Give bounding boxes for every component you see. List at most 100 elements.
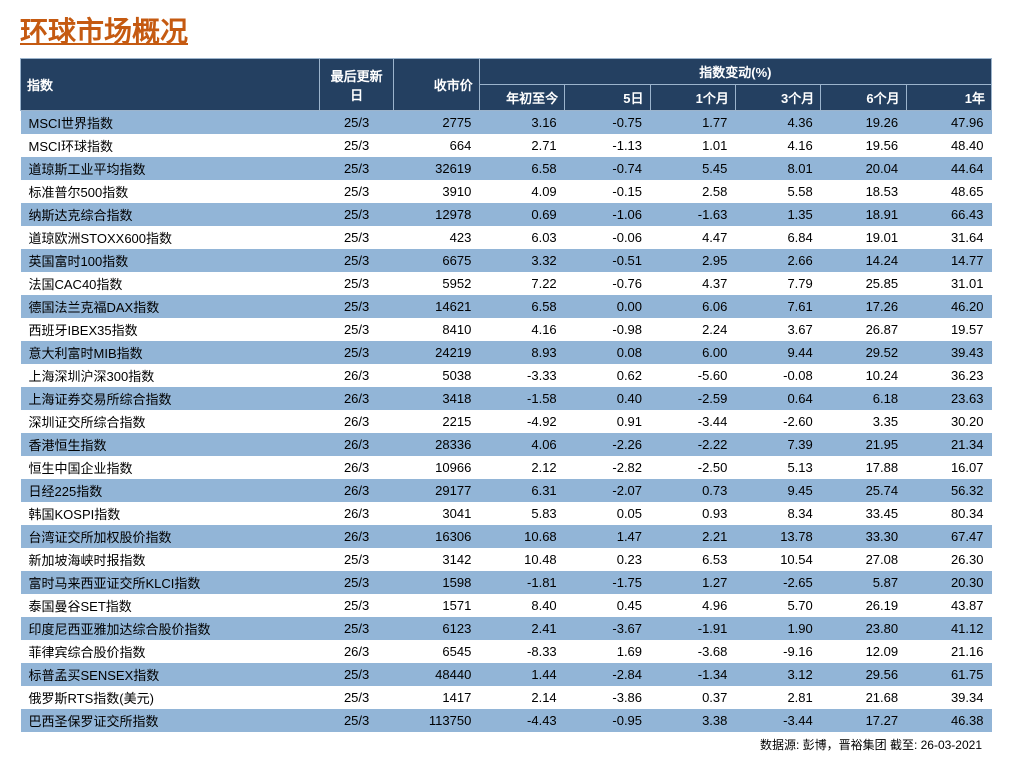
cell-name: 英国富时100指数 [21, 249, 320, 272]
cell-close: 29177 [394, 479, 479, 502]
cell-close: 16306 [394, 525, 479, 548]
cell-date: 25/3 [319, 709, 394, 732]
cell-ytd: 1.44 [479, 663, 564, 686]
cell-ytd: 3.16 [479, 111, 564, 135]
table-row: 道琼斯工业平均指数25/3326196.58-0.745.458.0120.04… [21, 157, 992, 180]
cell-1m: 4.96 [650, 594, 735, 617]
header-5d: 5日 [565, 85, 650, 111]
cell-name: 法国CAC40指数 [21, 272, 320, 295]
cell-date: 26/3 [319, 525, 394, 548]
cell-name: 香港恒生指数 [21, 433, 320, 456]
cell-1y: 31.01 [906, 272, 991, 295]
cell-ytd: 6.58 [479, 295, 564, 318]
cell-name: 深圳证交所综合指数 [21, 410, 320, 433]
cell-close: 14621 [394, 295, 479, 318]
cell-5d: -0.75 [565, 111, 650, 135]
table-row: 巴西圣保罗证交所指数25/3113750-4.43-0.953.38-3.441… [21, 709, 992, 732]
cell-3m: 0.64 [735, 387, 820, 410]
cell-close: 28336 [394, 433, 479, 456]
cell-name: 泰国曼谷SET指数 [21, 594, 320, 617]
cell-1m: 0.93 [650, 502, 735, 525]
cell-1y: 21.34 [906, 433, 991, 456]
cell-5d: 0.00 [565, 295, 650, 318]
cell-6m: 33.45 [821, 502, 906, 525]
cell-date: 25/3 [319, 180, 394, 203]
cell-name: 上海深圳沪深300指数 [21, 364, 320, 387]
cell-close: 5952 [394, 272, 479, 295]
cell-1m: 0.73 [650, 479, 735, 502]
cell-6m: 12.09 [821, 640, 906, 663]
cell-1m: -2.22 [650, 433, 735, 456]
cell-6m: 25.74 [821, 479, 906, 502]
cell-1m: 1.77 [650, 111, 735, 135]
cell-5d: 0.40 [565, 387, 650, 410]
cell-date: 25/3 [319, 157, 394, 180]
cell-date: 25/3 [319, 617, 394, 640]
cell-close: 8410 [394, 318, 479, 341]
cell-date: 26/3 [319, 410, 394, 433]
header-change-group: 指数变动(%) [479, 59, 991, 85]
cell-date: 26/3 [319, 364, 394, 387]
cell-6m: 14.24 [821, 249, 906, 272]
cell-6m: 29.56 [821, 663, 906, 686]
cell-ytd: -8.33 [479, 640, 564, 663]
cell-date: 25/3 [319, 594, 394, 617]
table-row: 泰国曼谷SET指数25/315718.400.454.965.7026.1943… [21, 594, 992, 617]
cell-6m: 5.87 [821, 571, 906, 594]
cell-5d: 0.08 [565, 341, 650, 364]
cell-ytd: 10.48 [479, 548, 564, 571]
cell-5d: -0.95 [565, 709, 650, 732]
cell-name: 印度尼西亚雅加达综合股价指数 [21, 617, 320, 640]
cell-name: 恒生中国企业指数 [21, 456, 320, 479]
cell-5d: 0.62 [565, 364, 650, 387]
cell-1m: 1.27 [650, 571, 735, 594]
cell-close: 48440 [394, 663, 479, 686]
cell-1y: 20.30 [906, 571, 991, 594]
cell-3m: 2.81 [735, 686, 820, 709]
cell-close: 24219 [394, 341, 479, 364]
cell-date: 26/3 [319, 433, 394, 456]
cell-name: 道琼欧洲STOXX600指数 [21, 226, 320, 249]
table-row: 上海深圳沪深300指数26/35038-3.330.62-5.60-0.0810… [21, 364, 992, 387]
cell-3m: 8.01 [735, 157, 820, 180]
cell-1m: -2.50 [650, 456, 735, 479]
table-row: 香港恒生指数26/3283364.06-2.26-2.227.3921.9521… [21, 433, 992, 456]
cell-1y: 16.07 [906, 456, 991, 479]
table-row: 富时马来西亚证交所KLCI指数25/31598-1.81-1.751.27-2.… [21, 571, 992, 594]
cell-1y: 80.34 [906, 502, 991, 525]
cell-1m: -3.68 [650, 640, 735, 663]
cell-6m: 19.26 [821, 111, 906, 135]
table-row: 深圳证交所综合指数26/32215-4.920.91-3.44-2.603.35… [21, 410, 992, 433]
table-row: 印度尼西亚雅加达综合股价指数25/361232.41-3.67-1.911.90… [21, 617, 992, 640]
table-header: 指数 最后更新日 收市价 指数变动(%) 年初至今 5日 1个月 3个月 6个月… [21, 59, 992, 111]
cell-1m: -1.34 [650, 663, 735, 686]
cell-date: 25/3 [319, 341, 394, 364]
cell-name: 意大利富时MIB指数 [21, 341, 320, 364]
cell-date: 25/3 [319, 134, 394, 157]
cell-close: 6123 [394, 617, 479, 640]
cell-name: 新加坡海峡时报指数 [21, 548, 320, 571]
cell-3m: 7.61 [735, 295, 820, 318]
cell-close: 2215 [394, 410, 479, 433]
cell-name: 上海证券交易所综合指数 [21, 387, 320, 410]
cell-ytd: -1.81 [479, 571, 564, 594]
cell-name: MSCI环球指数 [21, 134, 320, 157]
cell-name: 道琼斯工业平均指数 [21, 157, 320, 180]
cell-date: 26/3 [319, 479, 394, 502]
cell-1y: 56.32 [906, 479, 991, 502]
cell-6m: 17.27 [821, 709, 906, 732]
cell-close: 3910 [394, 180, 479, 203]
cell-6m: 25.85 [821, 272, 906, 295]
cell-close: 10966 [394, 456, 479, 479]
cell-1y: 66.43 [906, 203, 991, 226]
cell-6m: 21.95 [821, 433, 906, 456]
cell-date: 26/3 [319, 387, 394, 410]
cell-ytd: 6.31 [479, 479, 564, 502]
cell-name: MSCI世界指数 [21, 111, 320, 135]
cell-5d: -0.98 [565, 318, 650, 341]
cell-1m: 6.00 [650, 341, 735, 364]
cell-1y: 47.96 [906, 111, 991, 135]
cell-ytd: 2.71 [479, 134, 564, 157]
cell-ytd: -4.92 [479, 410, 564, 433]
cell-6m: 21.68 [821, 686, 906, 709]
